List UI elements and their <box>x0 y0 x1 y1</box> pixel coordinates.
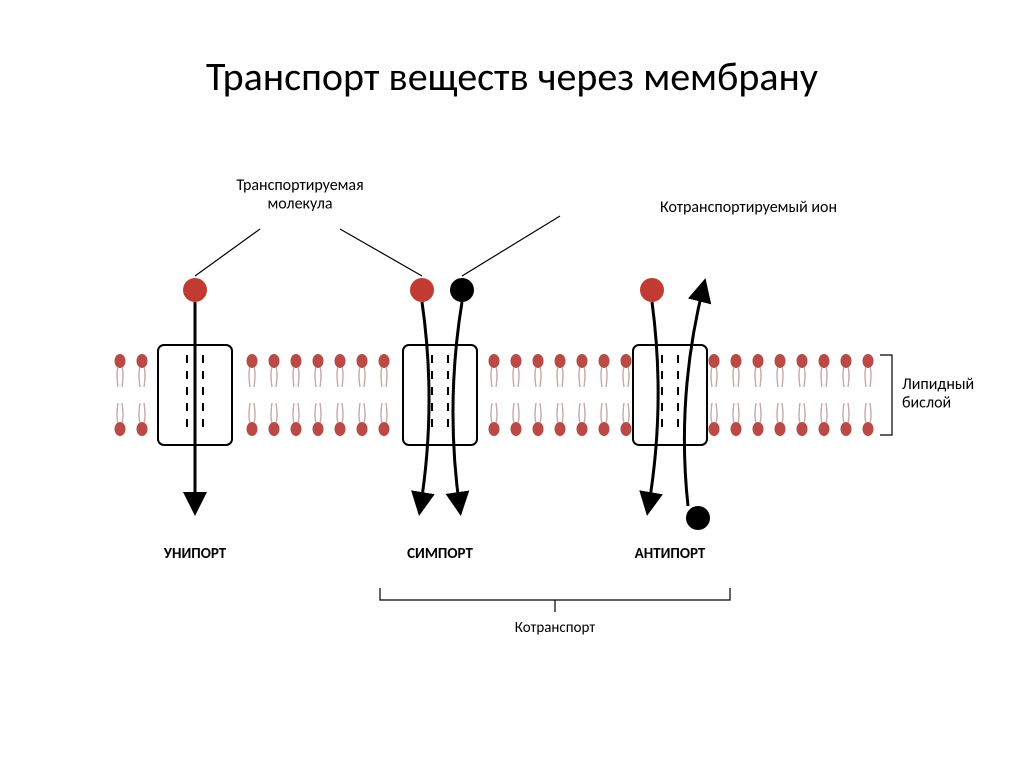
cotransport-bracket <box>380 588 730 612</box>
label-symport: СИМПОРТ <box>407 545 473 563</box>
label-antiport: АНТИПОРТ <box>635 545 706 563</box>
label-cotransported-ion: Котранспортируемый ион <box>660 198 837 217</box>
label-cotransport: Котранспорт <box>515 619 596 637</box>
label-uniport: УНИПОРТ <box>163 545 227 563</box>
slide-title: Транспорт веществ через мембрану <box>206 52 818 101</box>
bilayer-bracket <box>880 355 892 435</box>
label-connector-lines <box>195 216 560 276</box>
label-lipid-bilayer: Липидныйбислой <box>902 375 974 412</box>
label-transported-molecule: Транспортируемаямолекула <box>236 176 363 213</box>
diagram-labels: Транспортируемаямолекула Котранспортируем… <box>163 176 974 637</box>
membrane-transport-diagram: Транспорт веществ через мембрану Транспо… <box>0 0 1024 767</box>
